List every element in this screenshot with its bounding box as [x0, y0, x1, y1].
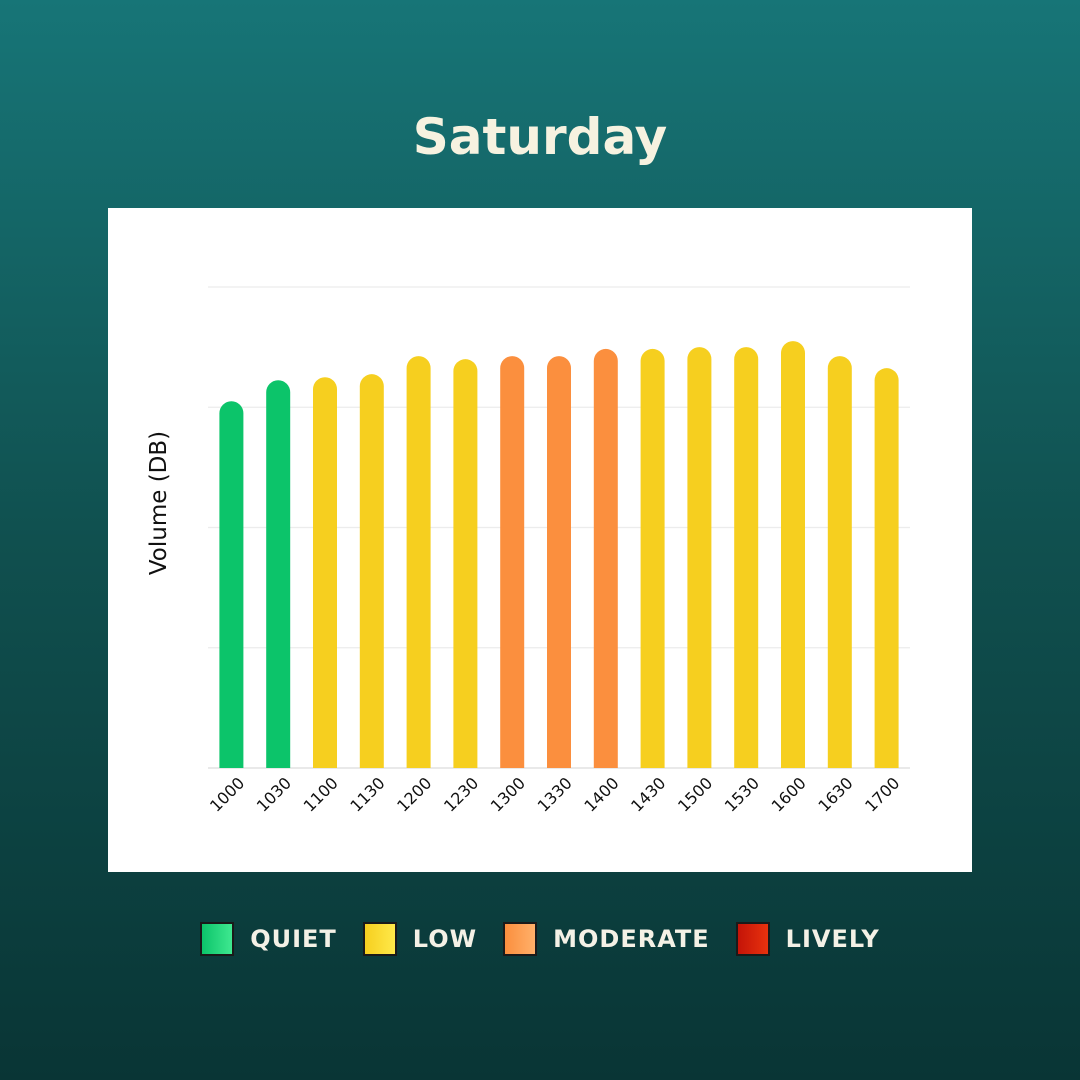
bar-1230 — [453, 359, 478, 768]
x-tick-1700: 1700 — [861, 773, 903, 815]
x-tick-1430: 1430 — [627, 773, 669, 815]
bar-1700 — [874, 368, 899, 768]
bars — [219, 341, 899, 768]
y-axis-label: Volume (DB) — [146, 431, 172, 575]
bar-1500 — [687, 347, 712, 768]
bar-1100 — [313, 377, 337, 768]
legend-swatch — [503, 922, 538, 956]
legend-swatch — [362, 922, 397, 956]
x-tick-1100: 1100 — [300, 773, 342, 815]
chart-card: Volume (DB) 1000 1030 1100 1130 1200 1230 1300… — [108, 208, 972, 872]
x-tick-1130: 1130 — [346, 773, 388, 815]
bar-1600 — [781, 341, 805, 768]
x-tick-1200: 1200 — [393, 773, 435, 815]
legend-label: LOW — [412, 925, 478, 953]
legend-swatch — [200, 922, 235, 956]
bar-1030 — [266, 380, 291, 768]
legend-item-moderate: MODERATE — [503, 922, 710, 956]
bar-1200 — [406, 356, 431, 768]
x-tick-1300: 1300 — [487, 773, 529, 815]
x-tick-1330: 1330 — [534, 773, 576, 815]
x-tick-1500: 1500 — [674, 773, 716, 815]
bar-1330 — [547, 356, 571, 768]
bar-chart: Volume (DB) 1000 1030 1100 1130 1200 1230 1300… — [146, 286, 910, 816]
legend: QUIET LOW MODERATE LIVELY — [0, 918, 1080, 960]
legend-item-lively: LIVELY — [735, 922, 880, 956]
legend-item-quiet: QUIET — [200, 922, 337, 956]
bar-1530 — [734, 347, 759, 768]
x-tick-1000: 1000 — [206, 773, 248, 815]
legend-label: LIVELY — [785, 925, 880, 953]
bar-1000 — [219, 401, 244, 768]
bar-1130 — [359, 374, 384, 768]
x-tick-labels: 1000 1030 1100 1130 1200 1230 1300 1330 1400 1430… — [206, 773, 903, 815]
x-tick-1400: 1400 — [580, 773, 622, 815]
bar-1300 — [500, 356, 525, 768]
legend-swatch — [735, 922, 770, 956]
legend-label: MODERATE — [553, 925, 710, 953]
page-title: Saturday — [412, 108, 668, 166]
legend-item-low: LOW — [362, 922, 478, 956]
legend-label: QUIET — [250, 925, 337, 953]
x-tick-1230: 1230 — [440, 773, 482, 815]
x-tick-1030: 1030 — [253, 773, 295, 815]
bar-1400 — [593, 348, 618, 768]
x-tick-1630: 1630 — [814, 773, 856, 815]
x-tick-1530: 1530 — [721, 773, 763, 815]
bar-1630 — [827, 356, 852, 768]
x-tick-1600: 1600 — [768, 773, 810, 815]
bar-1430 — [640, 348, 665, 768]
